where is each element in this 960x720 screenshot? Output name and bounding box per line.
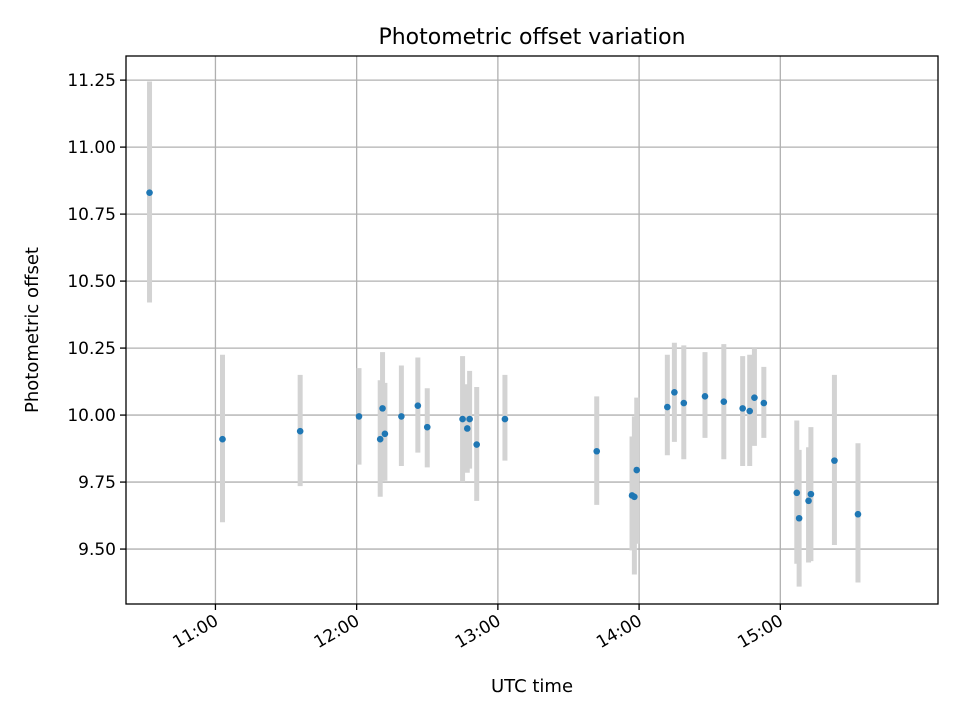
data-point bbox=[379, 405, 386, 412]
data-point bbox=[664, 403, 671, 411]
data-point bbox=[398, 413, 405, 420]
data-points bbox=[146, 189, 862, 522]
data-point bbox=[423, 423, 431, 431]
data-point bbox=[720, 398, 728, 405]
x-axis-label: UTC time bbox=[491, 676, 573, 697]
y-tick-label: 10.50 bbox=[67, 272, 116, 292]
data-point bbox=[463, 425, 471, 432]
y-tick-label: 9.75 bbox=[78, 473, 116, 493]
data-point bbox=[593, 447, 601, 455]
data-point bbox=[739, 405, 746, 412]
data-point bbox=[746, 407, 754, 415]
data-point bbox=[219, 435, 226, 443]
data-point bbox=[680, 399, 688, 407]
plot-frame bbox=[125, 55, 939, 605]
data-point bbox=[805, 497, 812, 505]
data-point bbox=[414, 402, 422, 410]
data-point bbox=[381, 430, 389, 438]
y-tick-label: 9.50 bbox=[78, 540, 116, 560]
data-point bbox=[793, 489, 801, 497]
data-point bbox=[473, 441, 480, 448]
data-point bbox=[146, 189, 153, 196]
data-point bbox=[633, 466, 641, 474]
data-point bbox=[751, 394, 758, 401]
data-point bbox=[701, 393, 709, 400]
y-axis-label: Photometric offset bbox=[22, 247, 43, 413]
data-point bbox=[671, 389, 678, 396]
data-point bbox=[631, 493, 638, 501]
data-point bbox=[466, 415, 473, 423]
y-axis: 9.50 9.75 10.00 10.25 10.50 10.75 11.00 11.25 bbox=[67, 71, 126, 560]
data-point bbox=[795, 514, 803, 522]
chart-title: Photometric offset variation bbox=[378, 25, 685, 50]
y-tick-label: 10.00 bbox=[67, 406, 116, 426]
y-tick-label: 11.25 bbox=[67, 71, 116, 91]
data-point bbox=[760, 399, 768, 407]
y-tick-label: 10.75 bbox=[67, 205, 116, 225]
data-point bbox=[831, 457, 838, 464]
data-point bbox=[501, 415, 509, 423]
grid bbox=[126, 56, 938, 604]
data-point bbox=[296, 427, 304, 435]
data-point bbox=[459, 415, 466, 423]
data-point bbox=[355, 413, 363, 420]
y-tick-label: 10.25 bbox=[67, 339, 116, 359]
data-point bbox=[376, 435, 384, 443]
y-tick-label: 11.00 bbox=[67, 138, 116, 158]
data-point bbox=[854, 510, 862, 518]
data-point bbox=[807, 490, 815, 498]
